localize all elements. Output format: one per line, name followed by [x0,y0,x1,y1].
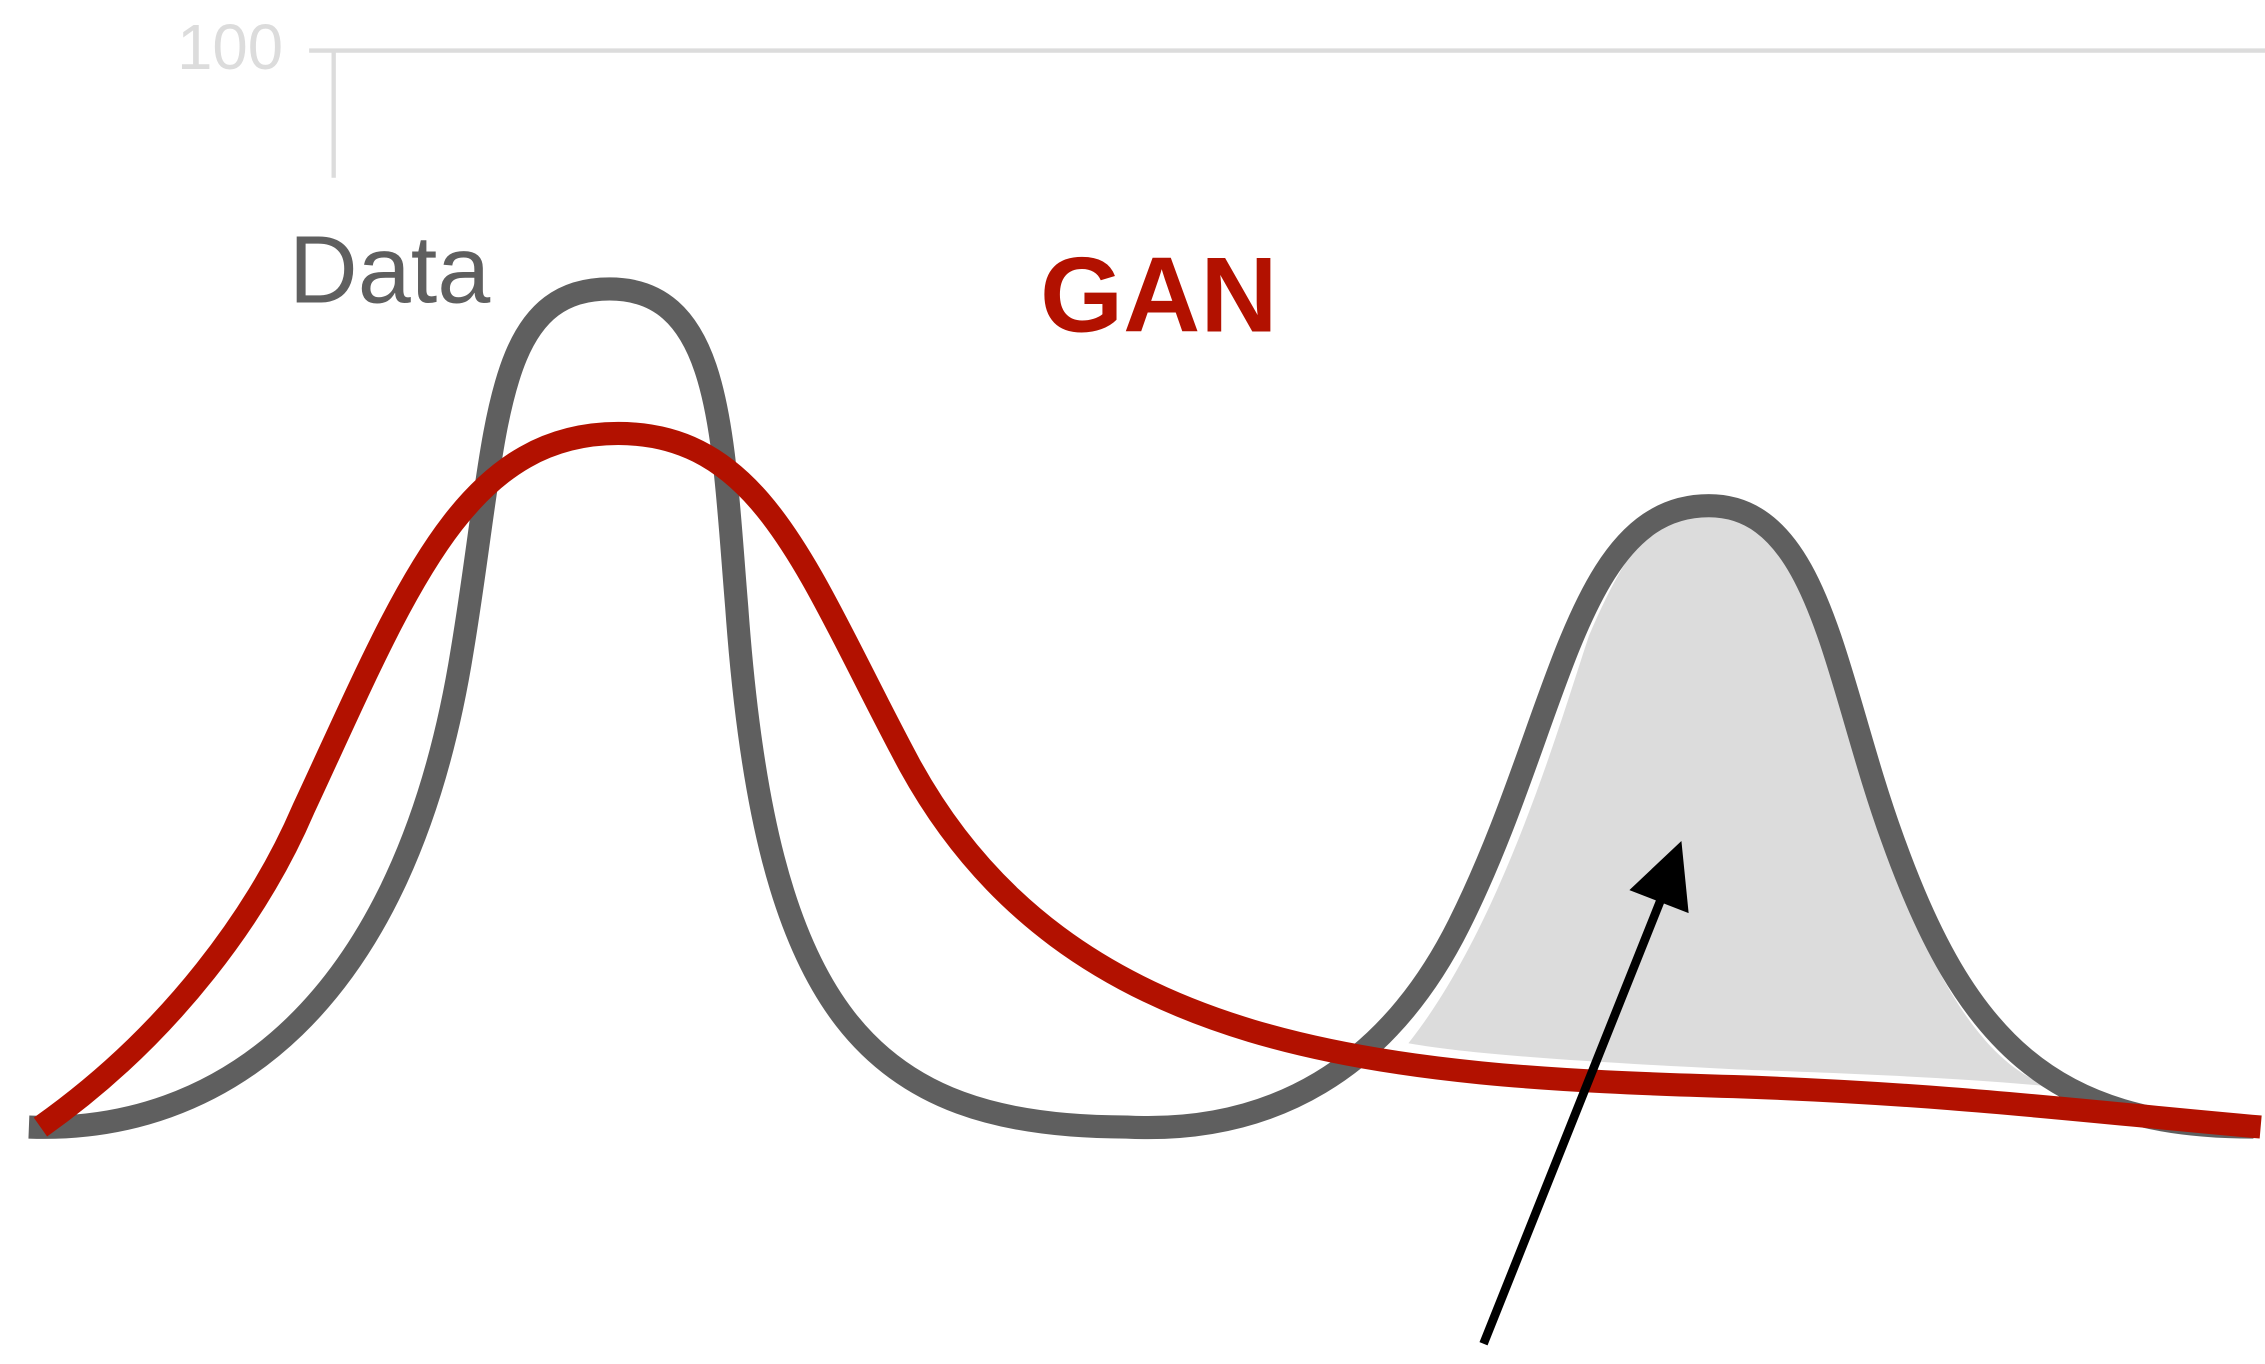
shaded-region [1408,508,2052,1087]
data-curve [28,277,2254,1140]
gan-curve [33,421,2262,1139]
arrow-head [1629,840,1689,914]
data-label: Data [289,218,491,324]
arrow-shaft [1479,897,1666,1346]
gan-label: GAN [1040,235,1277,355]
tick-label: 100 [177,12,283,83]
